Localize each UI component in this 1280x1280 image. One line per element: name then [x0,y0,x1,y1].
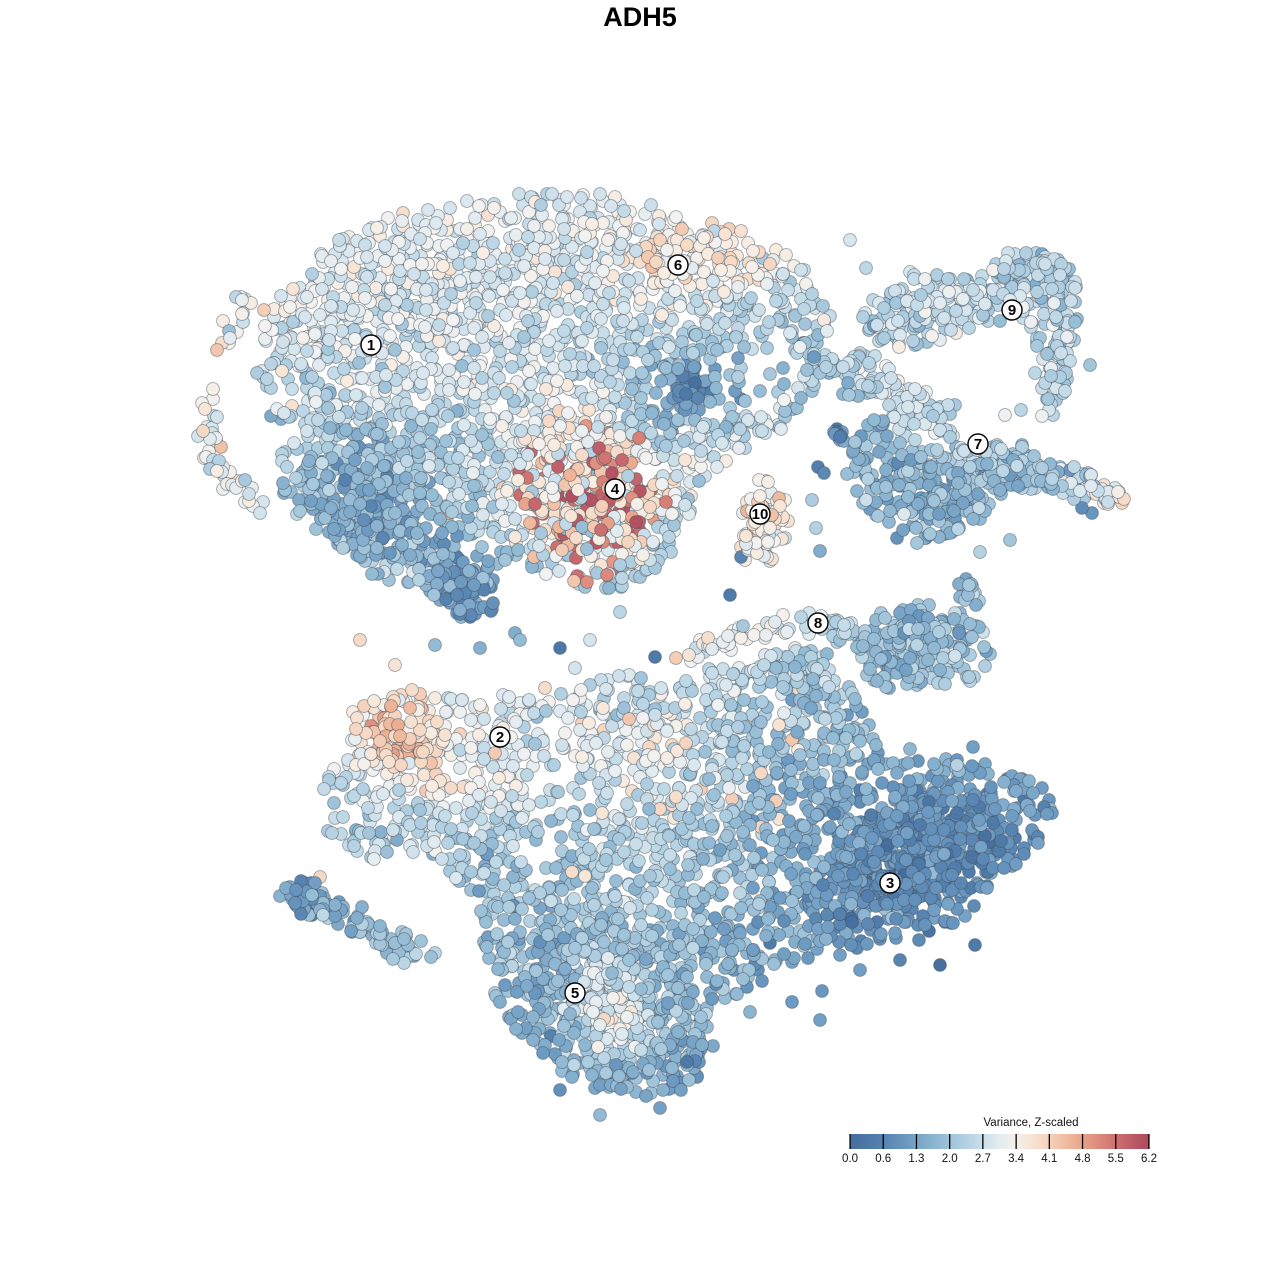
svg-text:ADH5: ADH5 [603,2,677,32]
